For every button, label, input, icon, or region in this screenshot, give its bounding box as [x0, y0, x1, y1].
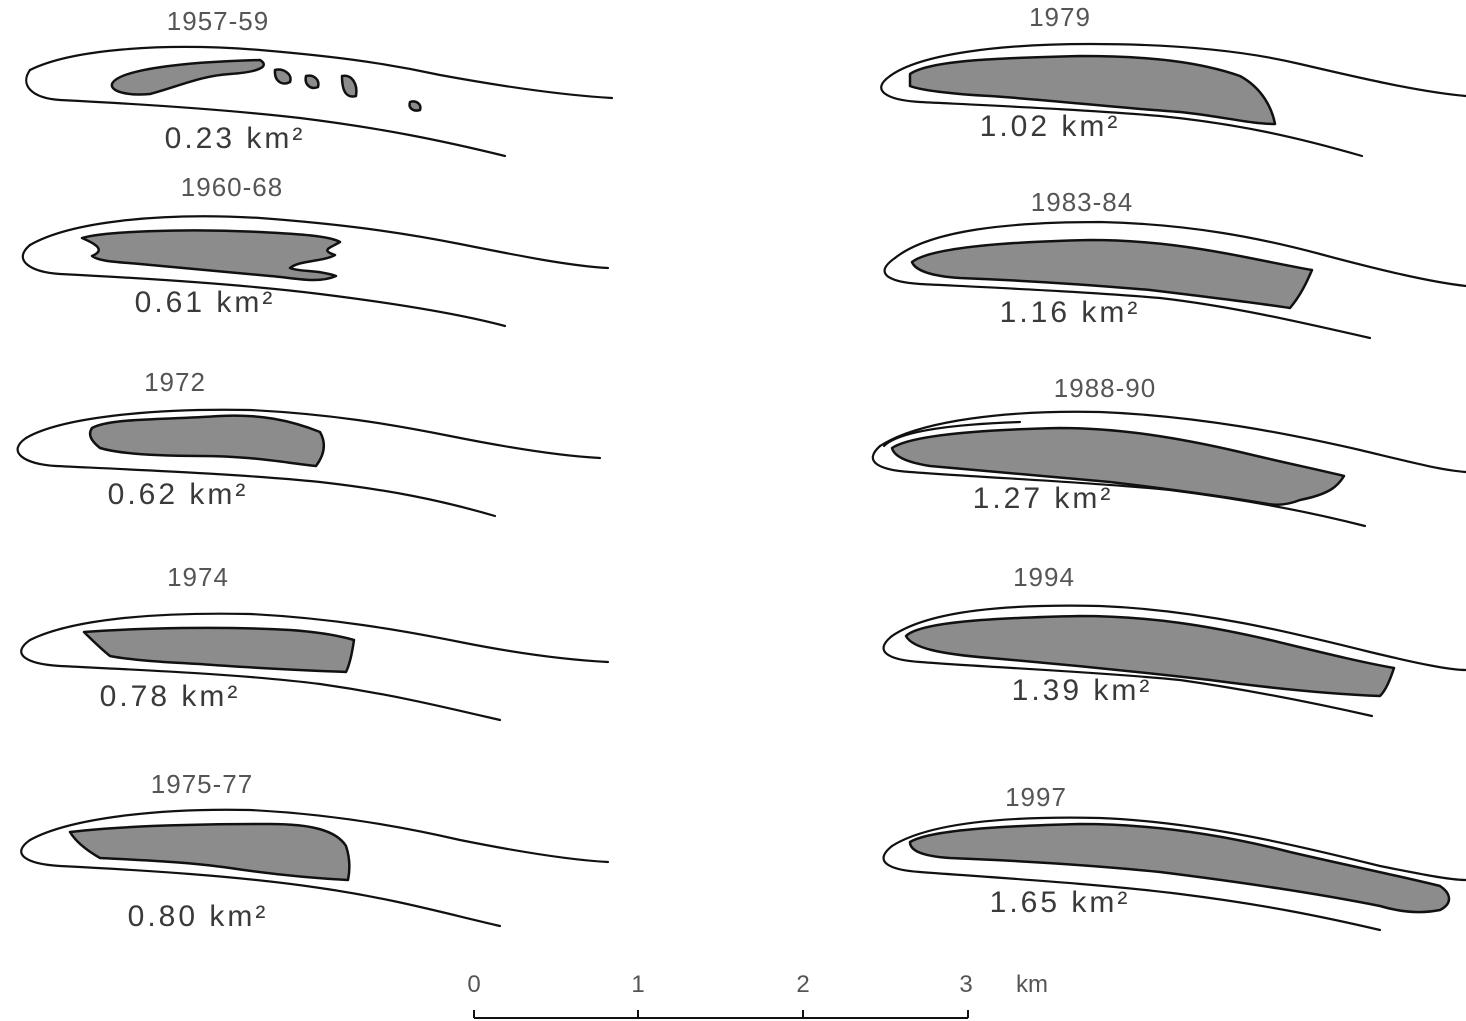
glacier-outline-upper: [24, 408, 602, 460]
panel-1975-77: 1975-77 0.80 km²: [20, 769, 610, 933]
panel-1972: 1972 0.62 km²: [16, 367, 602, 518]
lake-shape: [110, 58, 265, 96]
panel-year-label: 1997: [1005, 782, 1067, 812]
glacier-outline-upper: [28, 215, 610, 270]
glacier-outline-lower: [25, 68, 507, 158]
panel-area-label: 0.78 km²: [100, 680, 241, 713]
glacier-outline-inner: [882, 420, 1022, 448]
lake-pond: [340, 74, 358, 98]
glacier-outline-lower: [20, 838, 502, 928]
panel-area-label: 0.61 km²: [135, 286, 276, 319]
lake-shape: [890, 426, 1346, 507]
glacier-outline-upper: [890, 604, 1466, 672]
panel-1957-59: 1957-59 0.23 km²: [25, 6, 614, 158]
glacier-outline-lower: [882, 634, 1374, 718]
panel-area-label: 1.39 km²: [1012, 674, 1153, 707]
lake-shape: [904, 614, 1396, 698]
lake-pond: [304, 74, 320, 90]
lake-shape: [88, 414, 326, 468]
scale-tick-label: 1: [631, 971, 644, 998]
panel-year-label: 1972: [144, 367, 206, 397]
glacier-outline-lower: [883, 256, 1372, 340]
panel-area-label: 0.62 km²: [108, 478, 249, 511]
lake-pond: [408, 100, 422, 112]
panel-1960-68: 1960-68 0.61 km²: [21, 172, 610, 328]
lake-shape: [68, 822, 351, 882]
glacier-outline-upper: [878, 410, 1466, 474]
panel-year-label: 1988-90: [1054, 373, 1156, 403]
panel-year-label: 1979: [1029, 2, 1091, 32]
panel-area-label: 1.02 km²: [980, 110, 1121, 143]
panel-area-label: 1.27 km²: [973, 482, 1114, 515]
panel-area-label: 0.23 km²: [165, 122, 306, 155]
glacier-outline-upper: [893, 220, 1466, 288]
panel-area-label: 0.80 km²: [128, 900, 269, 933]
panel-area-label: 1.65 km²: [990, 886, 1131, 919]
glacier-outline-lower: [20, 638, 502, 722]
glacier-outline-upper: [28, 808, 610, 864]
lake-shape: [908, 54, 1277, 126]
scale-tick-label: 2: [796, 971, 809, 998]
scale-tick-label: 3: [959, 971, 972, 998]
panel-1974: 1974 0.78 km²: [20, 562, 610, 722]
panel-year-label: 1983-84: [1031, 187, 1133, 217]
glacier-outline-lower: [21, 243, 507, 328]
glacier-outline-upper: [888, 42, 1466, 98]
panel-1997: 1997 1.65 km²: [882, 782, 1466, 932]
panel-year-label: 1994: [1013, 562, 1075, 592]
panel-year-label: 1960-68: [181, 172, 283, 202]
lake-shape: [80, 229, 342, 282]
scale-tick-label: 0: [467, 971, 480, 998]
scale-unit-label: km: [1016, 971, 1048, 998]
panel-1979: 1979 1.02 km²: [880, 2, 1466, 158]
panel-year-label: 1974: [167, 562, 229, 592]
glacier-outline-upper: [28, 45, 614, 100]
lake-shape: [910, 238, 1314, 310]
lake-pond: [273, 68, 292, 85]
glacier-outline-lower: [882, 844, 1382, 932]
scale-bar: 0 1 2 3 km: [467, 971, 1048, 1019]
glacier-outline-upper: [28, 612, 610, 664]
glacier-outline-lower: [16, 436, 497, 518]
glacier-outline-upper: [890, 816, 1466, 882]
panel-year-label: 1975-77: [151, 769, 253, 799]
panel-1988-90: 1988-90 1.27 km²: [871, 373, 1466, 528]
lake-shape: [908, 822, 1451, 914]
panel-area-label: 1.16 km²: [1000, 296, 1141, 329]
panel-1994: 1994 1.39 km²: [882, 562, 1466, 718]
glacier-outline-lower: [871, 444, 1367, 528]
glacier-outline-lower: [880, 74, 1364, 158]
lake-shape: [82, 626, 356, 674]
panel-year-label: 1957-59: [167, 6, 269, 36]
panel-1983-84: 1983-84 1.16 km²: [883, 187, 1466, 340]
